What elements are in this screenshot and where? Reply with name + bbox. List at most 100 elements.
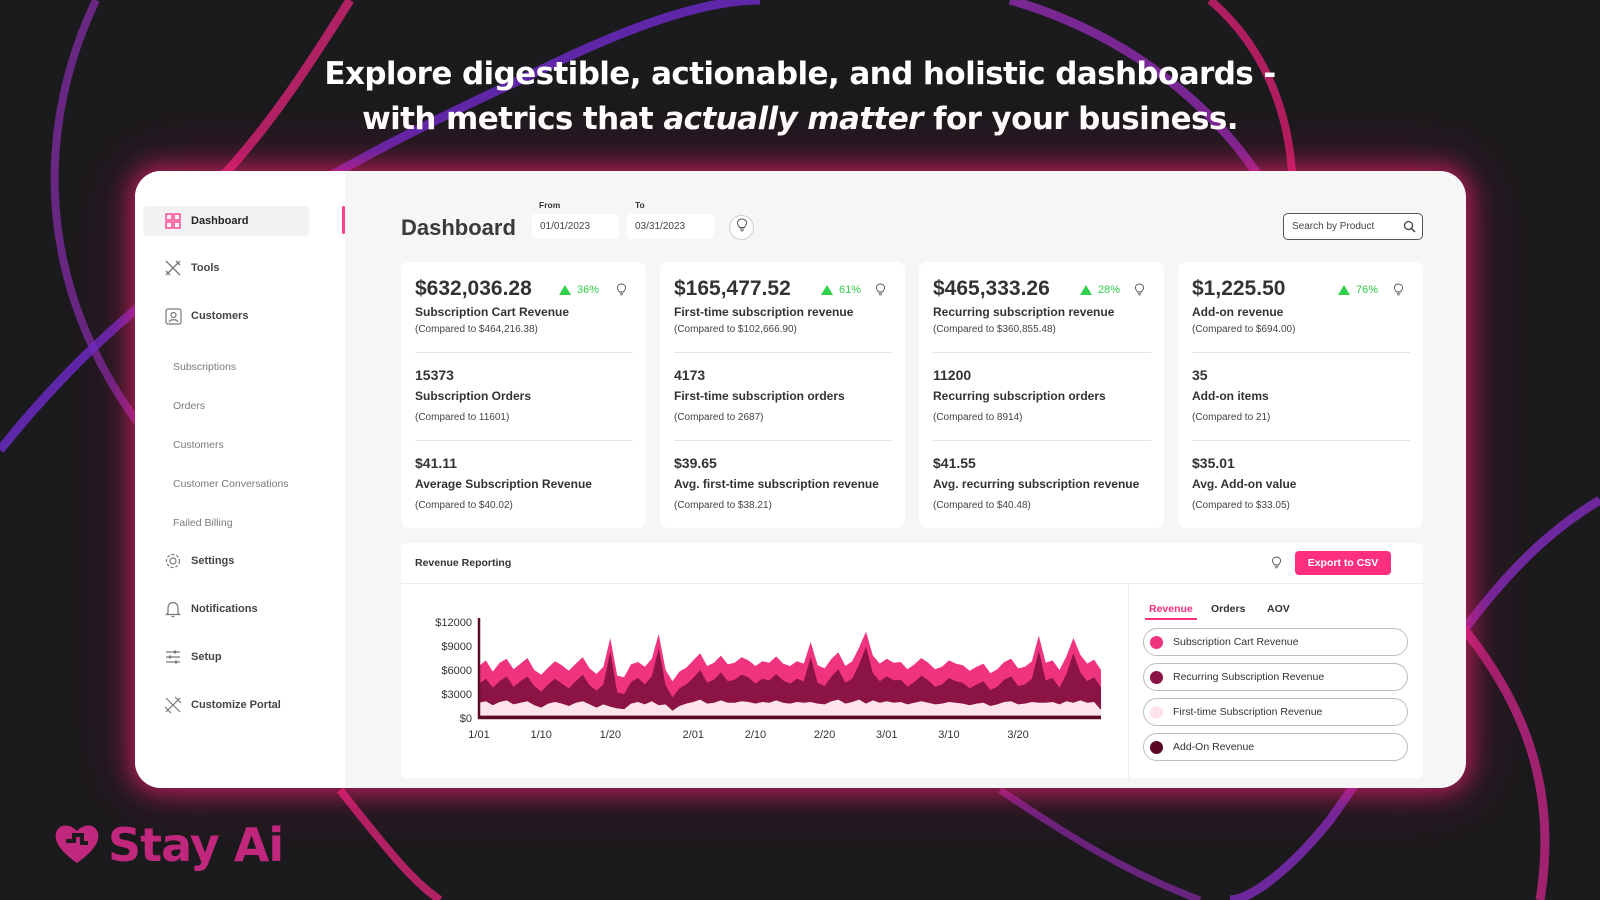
sidebar-item-settings[interactable]: Settings <box>143 546 309 576</box>
search-input[interactable]: Search by Product <box>1283 213 1423 240</box>
to-label: To <box>635 200 645 210</box>
metric-compare: (Compared to $464,216.38) <box>415 324 538 335</box>
metric-avg: $39.65 <box>674 455 717 471</box>
sidebar-subitem-failed-billing[interactable]: Failed Billing <box>173 517 233 529</box>
metric-compare: (Compared to $694.00) <box>1192 324 1296 335</box>
x-tick-label: 3/10 <box>938 729 959 741</box>
metric-amount: $1,225.50 <box>1192 277 1286 300</box>
y-tick-label: $9000 <box>441 641 472 653</box>
headline-emphasis: actually matter <box>663 101 923 137</box>
lightbulb-icon[interactable] <box>1393 283 1404 301</box>
headline-line-2-post: for your business. <box>922 101 1238 137</box>
headline: Explore digestible, actionable, and holi… <box>0 52 1600 142</box>
metric-card: $1,225.50 76% Add-on revenue (Compared t… <box>1178 262 1423 528</box>
sidebar-item-label: Settings <box>191 555 235 567</box>
tab-revenue[interactable]: Revenue <box>1145 603 1197 620</box>
legend-item-first-time-subscription-revenue[interactable]: First-time Subscription Revenue <box>1143 698 1408 726</box>
metric-count-label: First-time subscription orders <box>674 389 845 403</box>
y-tick-label: $12000 <box>435 617 472 629</box>
x-tick-label: 2/01 <box>683 729 704 741</box>
x-tick-label: 3/20 <box>1007 729 1028 741</box>
lightbulb-icon[interactable] <box>1271 556 1282 574</box>
metric-avg-label: Avg. recurring subscription revenue <box>933 477 1140 491</box>
area-series-1 <box>479 646 1101 718</box>
up-arrow-icon <box>559 285 571 295</box>
revenue-reporting-title: Revenue Reporting <box>415 557 512 569</box>
change-percent: 76% <box>1356 284 1379 296</box>
heart-logo-icon <box>52 821 102 870</box>
sidebar-item-label: Customize Portal <box>191 699 281 711</box>
sidebar-subitem-subscriptions[interactable]: Subscriptions <box>173 361 237 373</box>
legend-item-subscription-cart-revenue[interactable]: Subscription Cart Revenue <box>1143 628 1408 656</box>
metric-amount: $632,036.28 <box>415 277 532 300</box>
sidebar-subitem-customer-conversations[interactable]: Customer Conversations <box>173 478 289 490</box>
headline-line-1: Explore digestible, actionable, and holi… <box>324 56 1276 92</box>
logo-text: Stay Ai <box>108 818 284 872</box>
change-percent: 36% <box>577 284 600 296</box>
sidebar-item-tools[interactable]: Tools <box>143 253 309 283</box>
metric-label: First-time subscription revenue <box>674 305 854 319</box>
y-tick-label: $3000 <box>441 689 472 701</box>
sidebar-item-customize-portal[interactable]: Customize Portal <box>143 690 309 720</box>
to-date-input[interactable]: 03/31/2023 <box>627 214 714 239</box>
sidebar-subitem-orders[interactable]: Orders <box>173 400 206 412</box>
legend-item-recurring-subscription-revenue[interactable]: Recurring Subscription Revenue <box>1143 663 1408 691</box>
sidebar-item-label: Setup <box>191 651 222 663</box>
x-tick-label: 2/20 <box>814 729 835 741</box>
gear-icon <box>164 552 182 570</box>
from-date-input[interactable]: 01/01/2023 <box>532 214 619 239</box>
metric-card: $465,333.26 28% Recurring subscription r… <box>919 262 1164 528</box>
sliders-icon <box>164 648 182 666</box>
legend-swatch <box>1150 670 1163 684</box>
metric-count: 11200 <box>933 367 972 383</box>
tools-icon <box>164 259 182 277</box>
sidebar-item-setup[interactable]: Setup <box>143 642 309 672</box>
sidebar-item-notifications[interactable]: Notifications <box>143 594 309 624</box>
metric-count-label: Add-on items <box>1192 389 1269 403</box>
x-tick-label: 2/10 <box>745 729 766 741</box>
metric-label: Add-on revenue <box>1192 305 1284 319</box>
x-tick-label: 1/10 <box>530 729 551 741</box>
tab-orders[interactable]: Orders <box>1211 603 1246 615</box>
tab-aov[interactable]: AOV <box>1267 603 1290 615</box>
divider <box>415 352 633 353</box>
metric-compare: (Compared to $102,666.90) <box>674 324 797 335</box>
legend-label: First-time Subscription Revenue <box>1173 706 1323 718</box>
up-arrow-icon <box>1338 285 1350 295</box>
headline-line-2: with metrics that actually matter for yo… <box>0 97 1600 142</box>
sidebar-item-label: Dashboard <box>191 215 249 227</box>
search-placeholder: Search by Product <box>1292 221 1375 232</box>
metric-label: Recurring subscription revenue <box>933 305 1115 319</box>
revenue-area-chart: $12000 $9000 $6000 $3000 $0 1/01 1/10 1/20 2/01 2… <box>435 617 1101 741</box>
metric-compare: (Compared to $360,855.48) <box>933 324 1056 335</box>
change-indicator: 36% <box>559 284 599 296</box>
change-indicator: 61% <box>821 284 861 296</box>
lightbulb-icon[interactable] <box>616 283 627 301</box>
search-icon[interactable] <box>1403 220 1416 236</box>
sidebar-subitem-customers[interactable]: Customers <box>173 439 224 451</box>
legend-label: Recurring Subscription Revenue <box>1173 671 1325 683</box>
divider <box>1192 352 1410 353</box>
metric-avg-compare: (Compared to $40.02) <box>415 500 513 511</box>
lightbulb-icon[interactable] <box>875 283 886 301</box>
customize-tools-icon <box>164 696 182 714</box>
y-tick-label: $0 <box>460 713 472 725</box>
x-tick-label: 3/01 <box>876 729 897 741</box>
sidebar-item-dashboard[interactable]: Dashboard <box>143 206 309 236</box>
change-percent: 28% <box>1098 284 1121 296</box>
divider <box>674 352 892 353</box>
up-arrow-icon <box>821 285 833 295</box>
insight-button[interactable] <box>729 215 754 240</box>
divider <box>1128 583 1129 778</box>
legend-swatch <box>1150 740 1163 754</box>
metric-card: $165,477.52 61% First-time subscription … <box>660 262 905 528</box>
metric-count-compare: (Compared to 8914) <box>933 412 1023 423</box>
divider <box>933 352 1151 353</box>
metric-avg-label: Avg. first-time subscription revenue <box>674 477 879 491</box>
sidebar-item-customers[interactable]: Customers <box>143 301 309 331</box>
legend-item-add-on-revenue[interactable]: Add-On Revenue <box>1143 733 1408 761</box>
export-csv-button[interactable]: Export to CSV <box>1295 551 1391 575</box>
x-tick-label: 1/01 <box>468 729 489 741</box>
metric-amount: $165,477.52 <box>674 277 791 300</box>
lightbulb-icon[interactable] <box>1134 283 1145 301</box>
